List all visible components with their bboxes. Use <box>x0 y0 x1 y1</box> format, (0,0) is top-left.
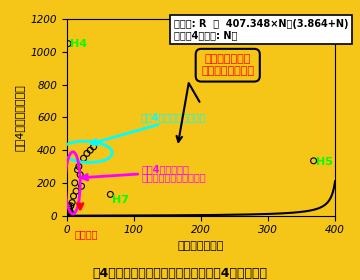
Point <box>108 192 113 197</box>
Point <box>75 168 80 172</box>
Point <box>71 194 76 198</box>
Text: 右肩上がりで大きく変化: 右肩上がりで大きく変化 <box>142 172 207 183</box>
Text: H7: H7 <box>112 195 129 205</box>
Text: 新仑4の発生量は: 新仑4の発生量は <box>142 164 190 174</box>
Point <box>66 205 72 210</box>
Point <box>76 164 82 169</box>
Text: 図4　伊勢湾のイカナゴにおける親仑4の量的関係: 図4 伊勢湾のイカナゴにおける親仑4の量的関係 <box>93 267 267 280</box>
Point <box>73 189 79 193</box>
Point <box>77 172 83 177</box>
Point <box>67 207 72 211</box>
Point <box>65 41 71 46</box>
Y-axis label: 新仑4発生量（億尾）: 新仑4発生量（億尾） <box>15 84 25 151</box>
Text: ２０億尾: ２０億尾 <box>75 229 98 239</box>
Point <box>65 211 71 216</box>
Point <box>72 181 78 185</box>
Text: H5: H5 <box>316 157 333 167</box>
Point <box>64 212 70 216</box>
Point <box>311 158 316 163</box>
Point <box>84 151 90 156</box>
Text: 実線から大きく
外れる点は少ない: 実線から大きく 外れる点は少ない <box>201 54 254 76</box>
Point <box>67 210 73 215</box>
Point <box>87 148 93 152</box>
Point <box>65 209 71 213</box>
Point <box>69 200 75 205</box>
Point <box>67 209 73 214</box>
Point <box>66 204 72 208</box>
Point <box>81 156 86 161</box>
Text: H4: H4 <box>70 39 87 49</box>
X-axis label: 親魚量（億尾）: 親魚量（億尾） <box>178 241 224 251</box>
Point <box>91 145 96 149</box>
Point <box>78 184 84 188</box>
Point <box>68 204 74 208</box>
Text: 親魚量: R  ＝  407.348×N／(3.864+N)
（新仑4発生量: N）: 親魚量: R ＝ 407.348×N／(3.864+N) （新仑4発生量: N） <box>174 19 348 41</box>
Text: 新仑4の発生量は頭打ち: 新仑4の発生量は頭打ち <box>140 113 206 123</box>
